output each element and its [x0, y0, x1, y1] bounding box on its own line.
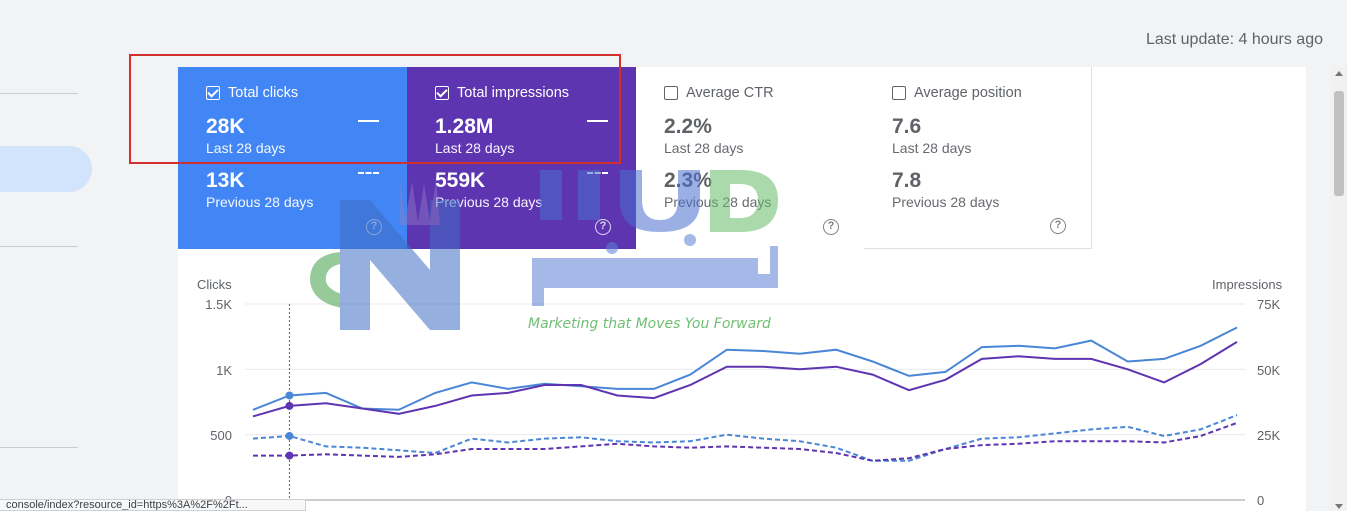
- dashed-line-legend-icon: [358, 172, 379, 174]
- y-right-tick: 0: [1257, 493, 1265, 508]
- help-circle-icon[interactable]: ?: [1050, 218, 1066, 234]
- help-circle-icon[interactable]: ?: [823, 219, 839, 235]
- last-update-text: Last update: 4 hours ago: [1145, 31, 1323, 48]
- nav-divider: [0, 93, 78, 94]
- metric-previous-period: Previous 28 days: [664, 194, 772, 210]
- metric-period: Last 28 days: [892, 140, 972, 156]
- help-circle-icon[interactable]: ?: [366, 219, 382, 235]
- y-left-axis-title: Clicks: [197, 277, 232, 292]
- metric-previous-period: Previous 28 days: [435, 194, 543, 210]
- checkbox-checked-icon[interactable]: [435, 86, 449, 100]
- metric-period: Last 28 days: [435, 140, 515, 156]
- nav-item-active[interactable]: [0, 146, 92, 192]
- metric-previous-value: 13K: [206, 169, 245, 192]
- dashed-line-legend-icon: [587, 172, 608, 174]
- metric-previous-value: 2.3%: [664, 169, 712, 192]
- y-right-tick: 50K: [1257, 363, 1281, 378]
- metric-period: Last 28 days: [206, 140, 286, 156]
- metric-value: 1.28M: [435, 115, 494, 138]
- checkbox-unchecked-icon[interactable]: [892, 86, 906, 100]
- y-left-tick: 1.5K: [205, 297, 232, 312]
- solid-line-legend-icon: [587, 120, 608, 122]
- metric-value: 28K: [206, 115, 245, 138]
- help-circle-icon[interactable]: ?: [595, 219, 611, 235]
- metric-label: Total impressions: [457, 85, 570, 101]
- metric-previous-period: Previous 28 days: [206, 194, 314, 210]
- scrollbar-thumb[interactable]: [1334, 91, 1344, 196]
- checkbox-checked-icon[interactable]: [206, 86, 220, 100]
- checkbox-unchecked-icon[interactable]: [664, 86, 678, 100]
- y-right-tick: 75K: [1257, 297, 1281, 312]
- left-navigation: [0, 0, 120, 511]
- metric-card-total-impressions[interactable]: Total impressions 1.28M Last 28 days 559…: [407, 67, 636, 249]
- metric-value: 7.6: [892, 115, 922, 138]
- metric-previous-value: 7.8: [892, 169, 922, 192]
- y-right-axis-title: Impressions: [1212, 277, 1283, 292]
- metric-previous-period: Previous 28 days: [892, 194, 1000, 210]
- metric-label: Total clicks: [228, 85, 299, 101]
- metric-label: Average position: [914, 85, 1022, 101]
- metric-label: Average CTR: [686, 85, 774, 101]
- y-right-tick: 25K: [1257, 428, 1281, 443]
- metric-previous-value: 559K: [435, 169, 486, 192]
- metric-card-total-clicks[interactable]: Total clicks 28K Last 28 days 13K Previo…: [178, 67, 407, 249]
- y-left-tick: 1K: [216, 363, 232, 378]
- scroll-down-arrow-icon[interactable]: [1335, 504, 1343, 509]
- nav-divider: [0, 246, 78, 247]
- y-left-tick: 500: [210, 428, 232, 443]
- metric-period: Last 28 days: [664, 140, 744, 156]
- status-bar-url: console/index?resource_id=https%3A%2F%2F…: [0, 499, 306, 511]
- nav-divider: [0, 447, 78, 448]
- metric-card-average-ctr[interactable]: Average CTR 2.2% Last 28 days 2.3% Previ…: [636, 67, 865, 249]
- metric-card-average-position[interactable]: Average position 7.6 Last 28 days 7.8 Pr…: [864, 67, 1092, 249]
- scroll-up-arrow-icon[interactable]: [1335, 71, 1343, 76]
- vertical-scrollbar[interactable]: [1331, 67, 1347, 511]
- solid-line-legend-icon: [358, 120, 379, 122]
- watermark-tagline: Marketing that Moves You Forward: [528, 316, 771, 332]
- metric-value: 2.2%: [664, 115, 712, 138]
